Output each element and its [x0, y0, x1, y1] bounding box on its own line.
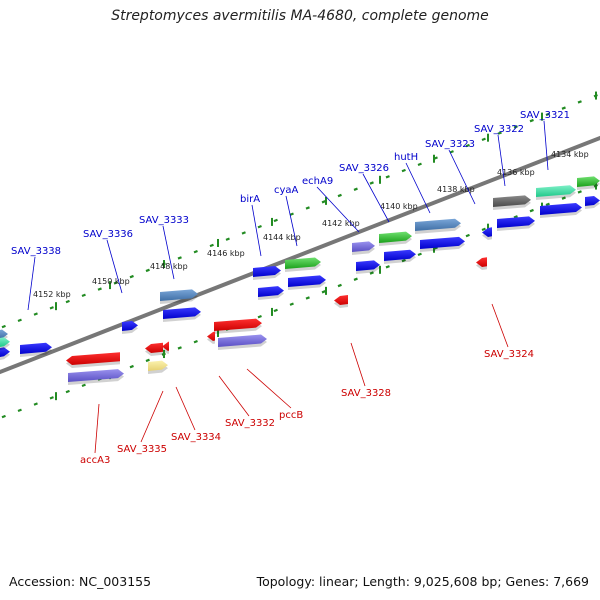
- gene-arrow: [497, 216, 535, 231]
- gene-arrow: [476, 257, 487, 270]
- genes-layer: [0, 176, 600, 385]
- svg-text:pccB: pccB: [279, 410, 303, 421]
- scale-tick-label: 4152 kbp: [33, 290, 71, 299]
- gene-label-top: SAV_3338: [11, 246, 61, 311]
- gene-arrow: [285, 257, 321, 272]
- gene-arrow: [288, 275, 326, 290]
- gene-label-bottom: SAV_3328: [341, 342, 391, 399]
- scale-tick-label: 4142 kbp: [322, 219, 360, 228]
- svg-text:hutH: hutH: [394, 152, 418, 163]
- gene-arrow: [122, 320, 138, 334]
- gene-arrow: [482, 227, 492, 240]
- gene-arrow: [214, 318, 262, 334]
- gene-label-bottom: accA3: [80, 403, 110, 466]
- scale-tick-label: 4134 kbp: [551, 150, 589, 159]
- scale-tick-label: 4146 kbp: [207, 249, 245, 258]
- map-title: Streptomyces avermitilis MA-4680, comple…: [111, 8, 489, 24]
- gene-arrow: [207, 331, 215, 344]
- gene-label-bottom: SAV_3335: [117, 390, 167, 455]
- svg-text:SAV_3332: SAV_3332: [225, 418, 275, 429]
- gene-arrow: [66, 352, 120, 368]
- gene-arrow: [334, 295, 348, 308]
- gene-arrow: [68, 369, 124, 385]
- labels-layer: 4134 kbp 4136 kbp 4138 kbp 4140 kbp 4142 kbp…: [11, 110, 589, 466]
- accession-text: Accession: NC_003155: [9, 574, 152, 589]
- svg-text:SAV_3338: SAV_3338: [11, 246, 61, 257]
- gene-arrow: [540, 203, 582, 218]
- gene-label-bottom: SAV_3332: [218, 375, 275, 429]
- svg-text:SAV_3323: SAV_3323: [425, 139, 475, 150]
- scale-tick-label: 4140 kbp: [380, 202, 418, 211]
- svg-text:SAV_3334: SAV_3334: [171, 432, 221, 443]
- gene-arrow: [148, 360, 168, 374]
- scale-tick-label: 4148 kbp: [150, 262, 188, 271]
- gene-arrow: [379, 231, 412, 246]
- svg-text:SAV_3322: SAV_3322: [474, 124, 524, 135]
- gene-label-bottom: SAV_3324: [484, 303, 534, 360]
- gene-arrow: [0, 337, 10, 350]
- gene-arrow: [577, 176, 600, 190]
- gene-label-top: SAV_3323: [425, 139, 476, 205]
- gene-arrow: [253, 266, 281, 280]
- gene-arrow: [585, 195, 600, 209]
- gene-arrow: [493, 195, 531, 210]
- scale-tick-label: 4150 kbp: [92, 277, 130, 286]
- gene-arrow: [0, 347, 10, 360]
- gene-arrow: [163, 307, 201, 322]
- genome-stats-text: Topology: linear; Length: 9,025,608 bp; …: [256, 574, 589, 589]
- gene-label-bottom: pccB: [246, 368, 303, 421]
- svg-text:SAV_3336: SAV_3336: [83, 229, 133, 240]
- gene-label-top: birA: [240, 194, 262, 257]
- svg-text:SAV_3326: SAV_3326: [339, 163, 389, 174]
- gene-arrow: [218, 334, 267, 350]
- gene-arrow: [145, 342, 163, 356]
- svg-text:cyaA: cyaA: [274, 185, 299, 196]
- scale-tick-label: 4138 kbp: [437, 185, 475, 194]
- scale-line-upper: [1, 91, 598, 329]
- scale-tick-label: 4136 kbp: [497, 168, 535, 177]
- gene-label-top: echA9: [302, 176, 360, 233]
- gene-label-top: hutH: [394, 152, 431, 214]
- svg-text:accA3: accA3: [80, 455, 110, 466]
- gene-arrow: [160, 289, 198, 304]
- gene-arrow: [420, 236, 465, 252]
- gene-label-top: SAV_3321: [520, 110, 570, 171]
- gene-label-top: SAV_3333: [139, 215, 189, 280]
- gene-arrow: [356, 260, 380, 274]
- gene-arrow: [415, 218, 461, 234]
- ruler-layer: [1, 91, 598, 419]
- gene-label-bottom: SAV_3334: [171, 386, 221, 443]
- gene-arrow: [162, 341, 169, 354]
- gene-label-top: cyaA: [274, 185, 299, 247]
- svg-text:SAV_3324: SAV_3324: [484, 349, 534, 360]
- gene-arrow: [536, 185, 576, 200]
- gene-label-top: SAV_3326: [339, 163, 390, 223]
- gene-arrow: [20, 342, 52, 357]
- gene-label-top: SAV_3336: [83, 229, 133, 294]
- svg-text:SAV_3333: SAV_3333: [139, 215, 189, 226]
- svg-text:SAV_3335: SAV_3335: [117, 444, 167, 455]
- svg-text:SAV_3321: SAV_3321: [520, 110, 570, 121]
- gene-arrow: [352, 241, 375, 255]
- gene-arrow: [258, 286, 284, 300]
- svg-text:echA9: echA9: [302, 176, 333, 187]
- gene-arrow: [384, 249, 416, 264]
- svg-text:birA: birA: [240, 194, 260, 205]
- scale-tick-label: 4144 kbp: [263, 233, 301, 242]
- svg-text:SAV_3328: SAV_3328: [341, 388, 391, 399]
- gene-label-top: SAV_3322: [474, 124, 524, 187]
